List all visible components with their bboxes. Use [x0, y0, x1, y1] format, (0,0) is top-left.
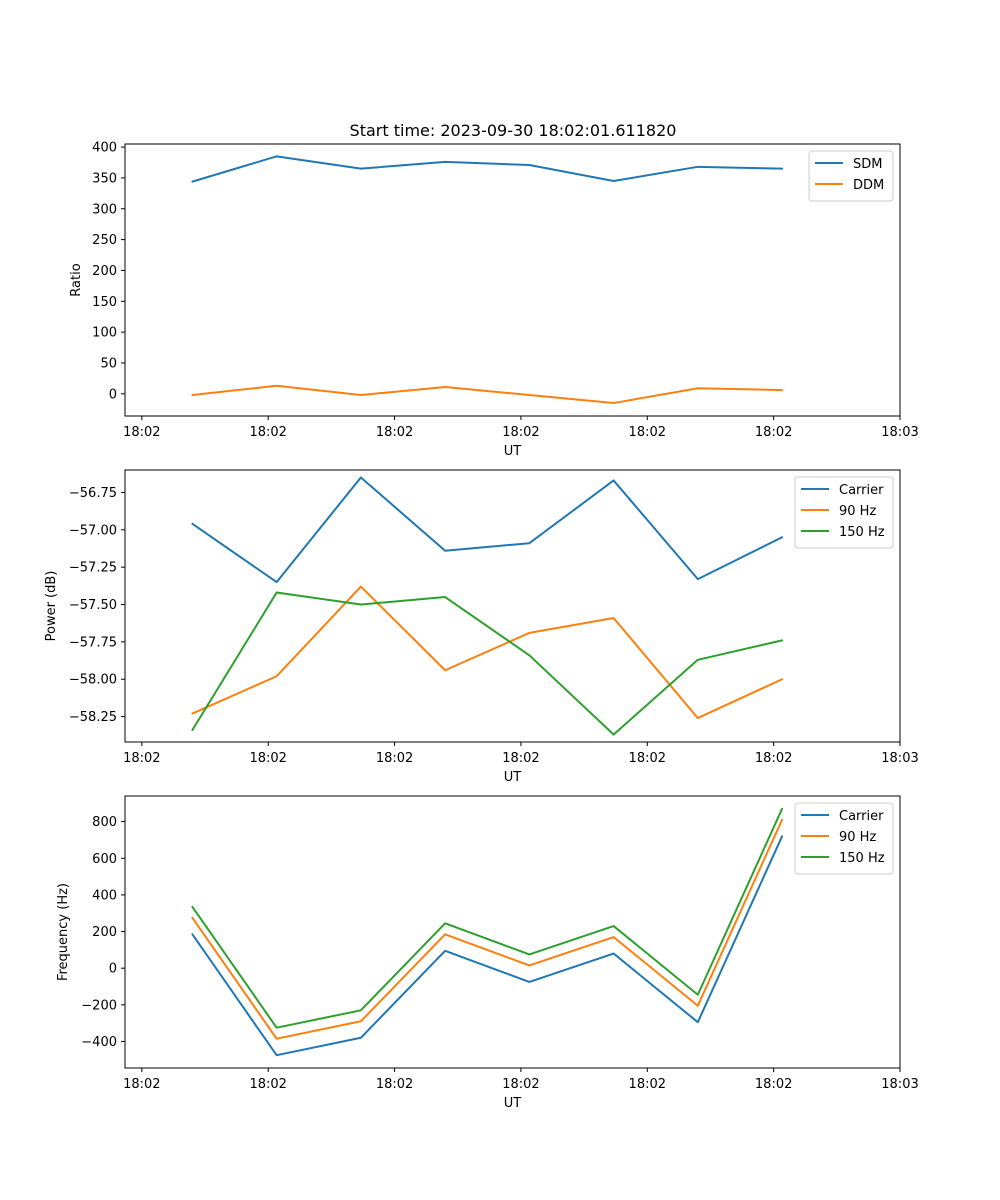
panels: 18:02 18:02 18:02 18:02 18:02 18:02 18:03 0 50 10… [44, 141, 919, 1111]
x-tick-label: 18:02 [376, 1077, 413, 1092]
x-tick-label: 18:02 [629, 751, 666, 766]
x-tick-label: 18:02 [502, 751, 539, 766]
y-tick-label: −58.00 [69, 673, 117, 688]
x-axis-label: UT [504, 770, 522, 785]
series-line-carrier [191, 835, 784, 1057]
y-axis-label: Frequency (Hz) [56, 883, 71, 981]
legend-label: 150 Hz [839, 525, 885, 540]
x-tick-label: 18:02 [502, 1077, 539, 1092]
y-axis-label: Power (dB) [44, 571, 59, 642]
y-tick-label: 200 [92, 264, 117, 279]
series-line-ddm [191, 384, 784, 405]
y-tick-label: 350 [92, 171, 117, 186]
x-tick-label: 18:03 [881, 1077, 918, 1092]
axes-frame [124, 143, 901, 417]
legend: Carrier 90 Hz 150 Hz [794, 802, 894, 875]
series-line-sdm [191, 155, 784, 183]
x-tick-label: 18:02 [249, 751, 286, 766]
x-tick-label: 18:02 [249, 1077, 286, 1092]
x-tick-label: 18:02 [249, 425, 286, 440]
x-axis-label: UT [504, 1096, 522, 1111]
series-line-carrier [191, 476, 784, 584]
y-tick-label: −57.75 [69, 635, 117, 650]
y-tick-label: −57.50 [69, 598, 117, 613]
panel-3: 18:02 18:02 18:02 18:02 18:02 18:02 18:03 −400 −… [56, 795, 919, 1111]
y-tick-label: 200 [92, 925, 117, 940]
series-line-90-hz [191, 585, 784, 720]
legend-label: 90 Hz [839, 830, 876, 845]
y-tick-label: 400 [92, 888, 117, 903]
y-tick-label: 150 [92, 295, 117, 310]
x-tick-label: 18:02 [755, 751, 792, 766]
panel-2: 18:02 18:02 18:02 18:02 18:02 18:02 18:03 −56.7… [44, 469, 919, 785]
series-line-150-hz [191, 807, 784, 1029]
x-axis-label: UT [504, 444, 522, 459]
legend-label: 90 Hz [839, 504, 876, 519]
legend-label: 150 Hz [839, 851, 885, 866]
y-tick-label: −200 [81, 998, 117, 1013]
y-tick-label: −58.25 [69, 710, 117, 725]
figure-title: Start time: 2023-09-30 18:02:01.611820 [350, 121, 677, 140]
y-axis-label: Ratio [69, 263, 84, 296]
series-line-150-hz [191, 591, 784, 736]
legend-label: Carrier [839, 809, 884, 824]
legend: Carrier 90 Hz 150 Hz [794, 476, 894, 549]
y-tick-label: 50 [100, 356, 117, 371]
y-tick-label: 0 [109, 387, 117, 402]
y-tick-label: −56.75 [69, 486, 117, 501]
legend-label: Carrier [839, 483, 884, 498]
x-tick-label: 18:02 [755, 425, 792, 440]
series-line-90-hz [191, 818, 784, 1040]
legend-label: SDM [853, 157, 882, 172]
y-tick-label: 800 [92, 815, 117, 830]
y-tick-label: 400 [92, 141, 117, 156]
x-tick-label: 18:02 [502, 425, 539, 440]
axes-frame [124, 795, 901, 1069]
y-tick-label: −57.25 [69, 561, 117, 576]
x-tick-label: 18:02 [123, 425, 160, 440]
x-tick-label: 18:02 [376, 751, 413, 766]
x-tick-label: 18:03 [881, 751, 918, 766]
x-tick-label: 18:02 [376, 425, 413, 440]
x-tick-label: 18:02 [629, 425, 666, 440]
legend-label: DDM [853, 178, 884, 193]
y-tick-label: 250 [92, 233, 117, 248]
y-tick-label: 100 [92, 326, 117, 341]
x-tick-label: 18:02 [123, 1077, 160, 1092]
y-tick-label: 300 [92, 202, 117, 217]
y-tick-label: −400 [81, 1035, 117, 1050]
x-tick-label: 18:02 [123, 751, 160, 766]
x-tick-label: 18:02 [629, 1077, 666, 1092]
legend: SDM DDM [808, 150, 894, 202]
y-tick-label: 600 [92, 852, 117, 867]
y-tick-label: −57.00 [69, 523, 117, 538]
y-tick-label: 0 [109, 962, 117, 977]
panel-1: 18:02 18:02 18:02 18:02 18:02 18:02 18:03 0 50 10… [69, 141, 919, 459]
axes-frame [124, 469, 901, 743]
x-tick-label: 18:02 [755, 1077, 792, 1092]
x-tick-label: 18:03 [881, 425, 918, 440]
